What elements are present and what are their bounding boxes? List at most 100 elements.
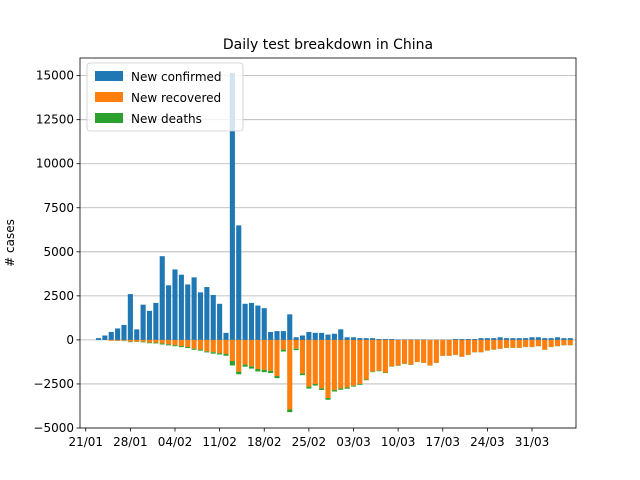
bar-recovered (535, 339, 541, 347)
bar-recovered (401, 339, 408, 364)
bar-recovered (274, 339, 280, 377)
bar-confirmed (414, 339, 420, 340)
bar-confirmed (548, 338, 554, 340)
bar-confirmed (344, 337, 350, 340)
bar-confirmed (95, 338, 102, 340)
bar-recovered (446, 339, 452, 356)
x-tick-label: 10/03 (381, 435, 416, 449)
bar-deaths (306, 386, 312, 389)
bar-recovered (376, 339, 382, 371)
bar-confirmed (497, 337, 503, 340)
x-tick-label: 18/02 (247, 435, 282, 449)
bar-confirmed (408, 339, 414, 340)
bar-confirmed (331, 333, 337, 340)
bar-recovered (204, 339, 210, 352)
chart-title: Daily test breakdown in China (223, 37, 433, 53)
bar-recovered (255, 339, 261, 369)
bar-confirmed (287, 314, 293, 340)
bar-recovered (242, 339, 248, 365)
bar-deaths (287, 409, 293, 413)
bar-deaths (242, 364, 248, 367)
axes-frame (79, 57, 577, 429)
bar-recovered (395, 339, 401, 366)
bar-confirmed (159, 256, 165, 340)
bar-confirmed (363, 338, 369, 340)
bar-deaths (153, 342, 159, 344)
bar-confirmed (185, 284, 191, 340)
bar-confirmed (382, 339, 388, 340)
bar-recovered (153, 339, 159, 343)
bar-deaths (255, 368, 261, 372)
bar-recovered (548, 339, 554, 347)
bar-confirmed (529, 337, 535, 340)
bar-confirmed (535, 337, 541, 340)
bar-recovered (210, 339, 216, 353)
bar-confirmed (459, 339, 465, 340)
bar-recovered (191, 339, 197, 349)
bar-recovered (523, 339, 529, 347)
bar-confirmed (268, 331, 274, 340)
bar-confirmed (280, 331, 286, 340)
bar-confirmed (204, 287, 210, 340)
bar-recovered (414, 339, 420, 362)
bar-confirmed (134, 329, 140, 340)
bar-recovered (433, 339, 439, 363)
y-axis-label: # cases (3, 219, 17, 267)
bar-confirmed (452, 339, 459, 340)
bar-recovered (478, 339, 484, 353)
bar-confirmed (523, 338, 529, 340)
bar-deaths (140, 341, 146, 343)
bar-confirmed (306, 331, 312, 340)
bar-deaths (261, 369, 267, 373)
bar-recovered (382, 339, 388, 373)
bar-recovered (561, 339, 567, 346)
bar-recovered (115, 339, 121, 341)
bar-confirmed (293, 337, 299, 340)
bar-recovered (223, 339, 229, 354)
bar-deaths (127, 341, 133, 343)
bar-deaths (172, 345, 178, 347)
y-tick-label: 5000 (43, 245, 74, 259)
bar-recovered (134, 339, 140, 342)
bar-confirmed (217, 303, 223, 340)
bar-deaths (350, 385, 357, 387)
bar-recovered (459, 339, 465, 357)
bar-confirmed (376, 339, 382, 340)
bar-deaths (185, 346, 191, 349)
bar-recovered (408, 339, 414, 365)
bar-recovered (319, 339, 325, 389)
bar-confirmed (357, 338, 363, 340)
bar-recovered (567, 339, 573, 346)
bar-recovered (510, 339, 516, 348)
bar-recovered (357, 339, 363, 384)
bar-confirmed (395, 339, 401, 340)
bar-confirmed (229, 72, 235, 340)
bar-deaths (376, 370, 382, 372)
bar-confirmed (146, 310, 153, 340)
bar-confirmed (421, 339, 427, 340)
bar-deaths (229, 361, 235, 366)
bar-confirmed (140, 304, 146, 340)
bar-recovered (440, 339, 446, 356)
bar-deaths (338, 388, 344, 390)
bar-confirmed (223, 332, 229, 340)
bar-confirmed (472, 339, 478, 340)
bar-deaths (268, 370, 274, 374)
bar-recovered (159, 339, 165, 344)
bar-recovered (338, 339, 344, 389)
bar-confirmed (516, 338, 522, 340)
bar-confirmed (248, 302, 255, 340)
bar-confirmed (172, 269, 178, 340)
bar-recovered (121, 339, 127, 341)
bar-deaths (197, 349, 204, 351)
bar-recovered (350, 339, 357, 386)
bar-confirmed (236, 225, 242, 340)
bar-confirmed (484, 338, 490, 340)
bar-recovered (427, 339, 433, 366)
bar-recovered (172, 339, 178, 346)
bar-recovered (197, 339, 204, 350)
bar-confirmed (197, 292, 204, 340)
bar-deaths (382, 372, 388, 374)
bar-deaths (357, 383, 363, 385)
